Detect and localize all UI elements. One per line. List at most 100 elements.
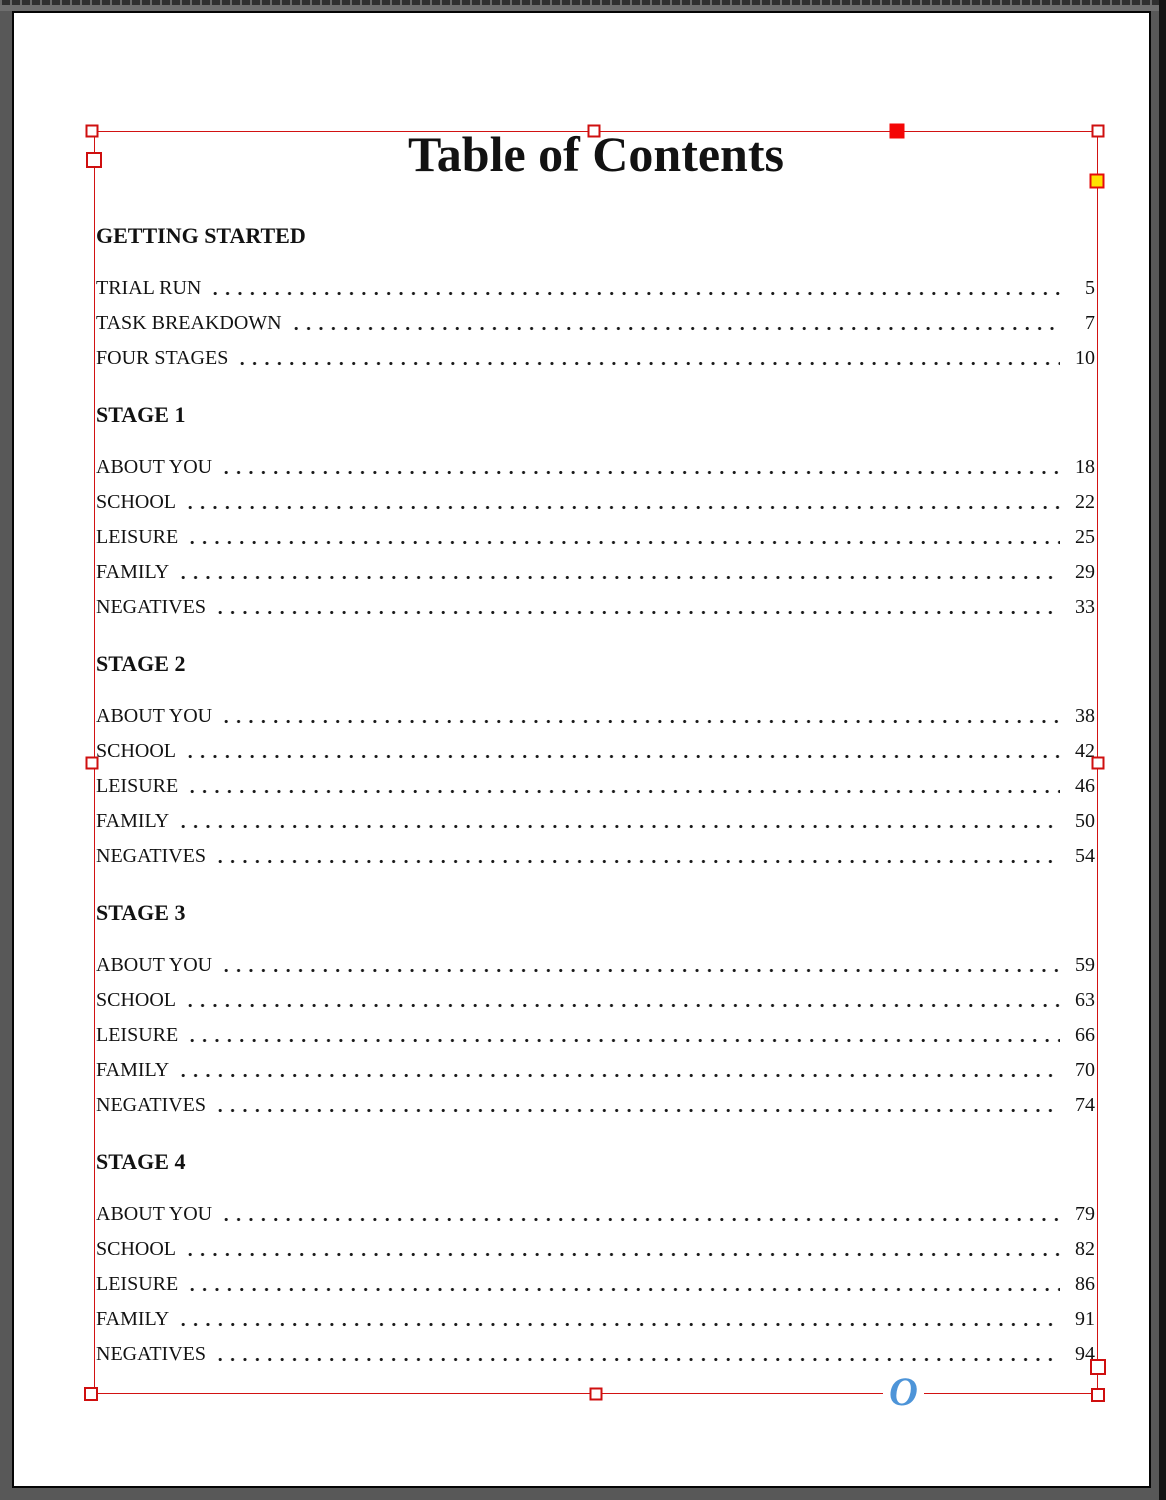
- toc-entry-page: 10: [1075, 347, 1095, 369]
- toc-entry-page: 70: [1075, 1059, 1095, 1081]
- toc-entry-label: FAMILY: [96, 810, 170, 832]
- text-frame-out-port[interactable]: [1090, 1359, 1106, 1375]
- toc-entry-label: LEISURE: [96, 526, 179, 548]
- toc-entry-row: SCHOOL 82: [94, 1232, 1098, 1267]
- toc-entry-page: 79: [1075, 1203, 1095, 1225]
- dot-leader: [234, 341, 1060, 376]
- toc-entry-page: 54: [1075, 845, 1095, 867]
- toc-entry-row: LEISURE 86: [94, 1267, 1098, 1302]
- toc-entry-row: FOUR STAGES 10: [94, 341, 1098, 376]
- dot-leader: [218, 948, 1060, 983]
- frame-handle-middle-right[interactable]: [1091, 756, 1105, 770]
- section-heading: STAGE 3: [96, 900, 186, 925]
- frame-handle-bottom-left[interactable]: [84, 1387, 98, 1401]
- toc-section: STAGE 2 ABOUT YOU 38 SCHOOL 42 LEISURE 4…: [94, 649, 1098, 874]
- section-rows: ABOUT YOU 79 SCHOOL 82 LEISURE 86 FAMILY…: [94, 1197, 1098, 1372]
- toc-entry-label: SCHOOL: [96, 989, 177, 1011]
- section-heading: STAGE 2: [96, 651, 186, 676]
- toc-entry-label: NEGATIVES: [96, 1094, 206, 1116]
- section-heading: STAGE 4: [96, 1149, 186, 1174]
- section-heading: GETTING STARTED: [96, 223, 306, 248]
- toc-entry-row: FAMILY 70: [94, 1053, 1098, 1088]
- toc-entry-label: FAMILY: [96, 1059, 170, 1081]
- toc-entry-label: FAMILY: [96, 561, 170, 583]
- toc-entry-label: NEGATIVES: [96, 1343, 206, 1365]
- toc-entry-page: 42: [1075, 740, 1095, 762]
- toc-entry-row: ABOUT YOU 79: [94, 1197, 1098, 1232]
- toc-entry-page: 63: [1075, 989, 1095, 1011]
- frame-handle-top-left[interactable]: [85, 124, 99, 138]
- frame-handle-bottom-right[interactable]: [1091, 1388, 1105, 1402]
- toc-entry-label: SCHOOL: [96, 491, 177, 513]
- dot-leader: [184, 769, 1060, 804]
- dot-leader: [218, 450, 1060, 485]
- toc-entry-row: NEGATIVES 74: [94, 1088, 1098, 1123]
- toc-entry-row: FAMILY 91: [94, 1302, 1098, 1337]
- document-page: Table of Contents GETTING STARTED TRIAL …: [12, 11, 1151, 1488]
- toc-entry-page: 29: [1075, 561, 1095, 583]
- dot-leader: [175, 1053, 1060, 1088]
- toc-entry-page: 59: [1075, 954, 1095, 976]
- toc-section: STAGE 3 ABOUT YOU 59 SCHOOL 63 LEISURE 6…: [94, 898, 1098, 1123]
- toc-entry-label: NEGATIVES: [96, 596, 206, 618]
- frame-handle-top-right[interactable]: [1091, 124, 1105, 138]
- toc-entry-page: 5: [1085, 277, 1095, 299]
- toc-entry-page: 66: [1075, 1024, 1095, 1046]
- toc-entry-page: 74: [1075, 1094, 1095, 1116]
- toc-entry-label: ABOUT YOU: [96, 705, 213, 727]
- section-heading: STAGE 1: [96, 402, 186, 427]
- dot-leader: [184, 1267, 1060, 1302]
- toc-entry-page: 18: [1075, 456, 1095, 478]
- dot-leader: [182, 734, 1060, 769]
- dot-leader: [175, 555, 1060, 590]
- text-frame-in-port[interactable]: [86, 152, 102, 168]
- toc-entry-label: ABOUT YOU: [96, 456, 213, 478]
- toc-entry-label: LEISURE: [96, 1273, 179, 1295]
- toc-entry-page: 7: [1085, 312, 1095, 334]
- horizontal-ruler[interactable]: [0, 0, 1166, 5]
- toc-entry-row: NEGATIVES 33: [94, 590, 1098, 625]
- toc-entry-label: LEISURE: [96, 1024, 179, 1046]
- frame-handle-bottom-middle[interactable]: [589, 1387, 603, 1401]
- dot-leader: [182, 485, 1060, 520]
- toc-entry-row: SCHOOL 42: [94, 734, 1098, 769]
- corner-editor-handle[interactable]: [1089, 173, 1105, 189]
- toc-entry-label: NEGATIVES: [96, 845, 206, 867]
- dot-leader: [182, 983, 1060, 1018]
- dot-leader: [212, 1337, 1060, 1372]
- toc-entry-label: FOUR STAGES: [96, 347, 229, 369]
- section-rows: TRIAL RUN 5 TASK BREAKDOWN 7 FOUR STAGES…: [94, 271, 1098, 376]
- solid-red-marker[interactable]: [889, 123, 905, 139]
- text-frame-outline[interactable]: [94, 131, 1098, 1394]
- toc-entry-page: 86: [1075, 1273, 1095, 1295]
- toc-entry-row: ABOUT YOU 38: [94, 699, 1098, 734]
- toc-section: GETTING STARTED TRIAL RUN 5 TASK BREAKDO…: [94, 221, 1098, 376]
- toc-entry-row: TRIAL RUN 5: [94, 271, 1098, 306]
- dot-leader: [287, 306, 1060, 341]
- toc-entry-page: 46: [1075, 775, 1095, 797]
- toc-entry-page: 38: [1075, 705, 1095, 727]
- window-right-edge: [1159, 0, 1166, 1500]
- dot-leader: [175, 804, 1060, 839]
- frame-handle-middle-left[interactable]: [85, 756, 99, 770]
- toc-entry-row: ABOUT YOU 59: [94, 948, 1098, 983]
- dot-leader: [218, 1197, 1060, 1232]
- dot-leader: [212, 839, 1060, 874]
- dot-leader: [212, 590, 1060, 625]
- toc-entry-row: LEISURE 25: [94, 520, 1098, 555]
- toc-entry-page: 33: [1075, 596, 1095, 618]
- toc-content: Table of Contents GETTING STARTED TRIAL …: [94, 125, 1098, 1372]
- frame-handle-top-middle[interactable]: [587, 124, 601, 138]
- toc-entry-page: 82: [1075, 1238, 1095, 1260]
- overset-glyph: O: [883, 1370, 924, 1414]
- toc-entry-page: 50: [1075, 810, 1095, 832]
- dot-leader: [182, 1232, 1060, 1267]
- section-rows: ABOUT YOU 38 SCHOOL 42 LEISURE 46 FAMILY…: [94, 699, 1098, 874]
- dot-leader: [212, 1088, 1060, 1123]
- toc-entry-row: LEISURE 46: [94, 769, 1098, 804]
- ruler-strip: [0, 5, 1166, 11]
- toc-entry-row: FAMILY 50: [94, 804, 1098, 839]
- dot-leader: [184, 520, 1060, 555]
- toc-section: STAGE 1 ABOUT YOU 18 SCHOOL 22 LEISURE 2…: [94, 400, 1098, 625]
- toc-entry-label: TASK BREAKDOWN: [96, 312, 282, 334]
